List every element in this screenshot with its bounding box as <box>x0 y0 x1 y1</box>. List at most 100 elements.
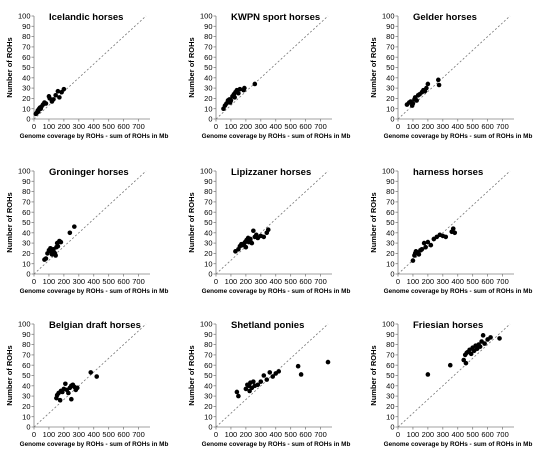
x-tick-label: 500 <box>466 430 479 439</box>
y-tick-label: 60 <box>22 361 30 370</box>
panel-title: Gelder horses <box>413 12 477 23</box>
reference-diagonal <box>397 170 511 275</box>
x-tick-label: 300 <box>437 122 450 131</box>
x-tick-label: 100 <box>43 430 56 439</box>
y-tick-label: 30 <box>22 392 30 401</box>
x-tick-label: 200 <box>240 122 253 131</box>
panel-title: Groninger horses <box>49 167 129 178</box>
y-tick-label: 50 <box>22 63 30 72</box>
panel-title: Shetland ponies <box>231 320 304 331</box>
x-tick-label: 400 <box>451 122 464 131</box>
data-point <box>51 97 56 102</box>
reference-diagonal <box>33 15 147 120</box>
data-point <box>43 101 49 106</box>
data-point <box>251 228 256 234</box>
y-tick-label: 30 <box>386 239 394 248</box>
x-tick-label: 400 <box>269 277 282 286</box>
data-point <box>419 246 425 252</box>
x-tick-label: 100 <box>407 122 420 131</box>
data-point <box>237 86 243 92</box>
data-point <box>88 370 94 375</box>
panel-title: KWPN sport horses <box>231 12 320 23</box>
y-tick-label: 10 <box>204 412 212 421</box>
x-tick-label: 0 <box>32 122 36 131</box>
y-tick-label: 60 <box>22 208 30 217</box>
x-tick-label: 700 <box>132 430 145 439</box>
y-tick-label: 20 <box>22 94 30 103</box>
data-point <box>251 379 256 384</box>
panel-title: Belgian draft horses <box>49 320 141 331</box>
y-tick-label: 10 <box>386 412 394 421</box>
y-tick-label: 0 <box>208 115 212 124</box>
y-tick-label: 90 <box>22 330 30 339</box>
x-tick-label: 500 <box>466 277 479 286</box>
data-point <box>243 386 249 392</box>
data-point <box>236 393 241 399</box>
y-tick-label: 30 <box>204 84 212 93</box>
y-tick-label: 0 <box>26 270 30 279</box>
y-tick-label: 80 <box>386 32 394 41</box>
x-tick-label: 200 <box>58 122 71 131</box>
y-tick-label: 80 <box>204 340 212 349</box>
reference-diagonal <box>33 323 147 428</box>
y-axis-label: Number of ROHs <box>369 192 378 252</box>
data-point <box>410 258 416 263</box>
x-tick-label: 400 <box>451 430 464 439</box>
x-axis-label: Genome coverage by ROHs - sum of ROHs in… <box>384 133 533 140</box>
x-tick-label: 700 <box>496 430 509 439</box>
y-tick-label: 0 <box>390 423 394 432</box>
data-point <box>276 369 282 374</box>
x-tick-label: 500 <box>102 277 115 286</box>
y-tick-label: 10 <box>22 412 30 421</box>
x-tick-label: 600 <box>299 430 312 439</box>
x-tick-label: 700 <box>496 277 509 286</box>
y-tick-label: 60 <box>386 53 394 62</box>
data-point <box>258 379 264 384</box>
x-tick-label: 600 <box>481 277 494 286</box>
y-tick-label: 20 <box>204 94 212 103</box>
data-point <box>53 93 58 98</box>
x-axis-label: Genome coverage by ROHs - sum of ROHs in… <box>20 288 169 295</box>
data-point <box>234 389 240 395</box>
y-tick-label: 40 <box>204 73 212 82</box>
x-tick-label: 500 <box>466 122 479 131</box>
x-tick-label: 100 <box>225 122 238 131</box>
y-tick-label: 0 <box>390 270 394 279</box>
data-point <box>425 372 431 377</box>
y-tick-label: 70 <box>204 198 212 207</box>
x-tick-label: 600 <box>299 122 312 131</box>
x-tick-label: 500 <box>102 430 115 439</box>
data-point <box>249 240 255 246</box>
data-point <box>447 362 453 368</box>
y-tick-label: 70 <box>386 198 394 207</box>
x-tick-label: 400 <box>87 277 100 286</box>
y-tick-label: 40 <box>386 381 394 390</box>
data-point <box>242 85 247 91</box>
data-point <box>267 370 273 375</box>
x-tick-label: 500 <box>284 122 297 131</box>
y-tick-label: 20 <box>204 402 212 411</box>
x-tick-label: 0 <box>214 277 218 286</box>
data-point <box>66 390 71 396</box>
y-tick-label: 90 <box>204 177 212 186</box>
data-point <box>421 240 427 246</box>
data-point <box>436 82 442 88</box>
y-tick-label: 90 <box>22 22 30 31</box>
data-point <box>414 98 419 103</box>
x-axis-label: Genome coverage by ROHs - sum of ROHs in… <box>384 288 533 295</box>
y-axis-label: Number of ROHs <box>5 345 14 405</box>
y-tick-label: 80 <box>204 32 212 41</box>
x-tick-label: 200 <box>422 430 435 439</box>
data-point <box>265 227 271 233</box>
x-axis-label: Genome coverage by ROHs - sum of ROHs in… <box>202 288 351 295</box>
y-tick-label: 40 <box>386 228 394 237</box>
x-tick-label: 200 <box>240 430 253 439</box>
x-tick-label: 700 <box>496 122 509 131</box>
x-tick-label: 100 <box>43 122 56 131</box>
x-axis-label: Genome coverage by ROHs - sum of ROHs in… <box>20 133 169 140</box>
data-point <box>248 236 253 242</box>
